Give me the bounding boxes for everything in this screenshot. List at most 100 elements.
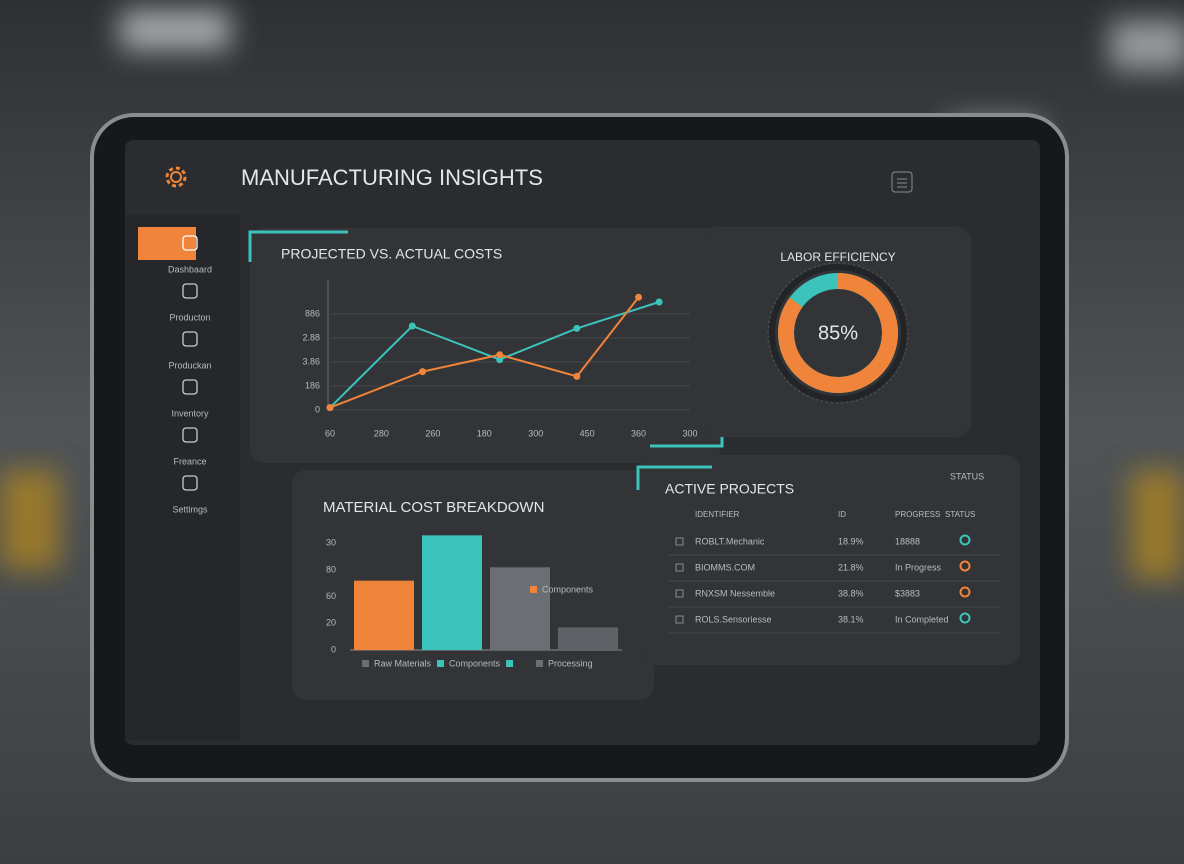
- background-lights: [0, 10, 1184, 580]
- table-cell: 38.8%: [838, 588, 864, 598]
- nav-icon: [182, 427, 198, 443]
- settings-icon[interactable]: [165, 166, 187, 188]
- x-tick-label: 360: [631, 428, 646, 438]
- nav-icon: [182, 331, 198, 347]
- point: [419, 368, 427, 376]
- status-indicator: [959, 586, 971, 598]
- y-tick-label: 80: [326, 564, 336, 574]
- table-cell: BIOMMS.COM: [695, 562, 755, 572]
- legend-label: Components: [542, 584, 594, 594]
- nav-item[interactable]: Settimgs: [172, 504, 208, 514]
- legend-label: Processing: [548, 658, 593, 668]
- status-indicator: [959, 534, 971, 546]
- bar: [490, 567, 550, 650]
- x-tick-label: 280: [374, 428, 389, 438]
- gauge-bg: [769, 264, 907, 402]
- chart-title: LABOR EFFICIENCY: [780, 250, 895, 264]
- nav-item[interactable]: Dashbaard: [168, 264, 212, 274]
- point: [573, 324, 581, 332]
- legend-swatch: [362, 660, 369, 667]
- y-tick-label: 886: [305, 308, 320, 318]
- table-header: IDENTIFIER: [695, 510, 740, 519]
- table-caption: STATUS: [950, 471, 984, 481]
- legend-swatch: [530, 586, 537, 593]
- nav-item[interactable]: Inventory: [171, 408, 209, 418]
- x-tick-label: 300: [682, 428, 697, 438]
- y-tick-label: 186: [305, 380, 320, 390]
- sidebar-items: Dashbaard Producton Produckan Inventory Frea…: [168, 235, 212, 514]
- status-indicator: [959, 560, 971, 572]
- y-tick-label: 30: [326, 538, 336, 548]
- table-title: ACTIVE PROJECTS: [665, 481, 794, 497]
- card-accent: [248, 230, 348, 262]
- legend-swatch: [437, 660, 445, 667]
- row-checkbox: [675, 589, 684, 598]
- y-tick-label: 0: [315, 404, 320, 414]
- point: [496, 351, 504, 359]
- x-tick-label: 300: [528, 428, 543, 438]
- table-cell: RNXSM Nessemble: [695, 588, 775, 598]
- row-checkbox: [675, 615, 684, 624]
- nav-icon: [182, 475, 198, 491]
- x-tick-label: 450: [580, 428, 595, 438]
- gauge-ring: [767, 262, 909, 404]
- y-tick-label: 2.88: [302, 332, 320, 342]
- chart-title: MATERIAL COST BREAKDOWN: [323, 499, 544, 516]
- card: [640, 455, 1020, 665]
- chart-title: PROJECTED VS. ACTUAL COSTS: [281, 246, 502, 262]
- gauge-value: [778, 273, 898, 393]
- y-tick-label: 3.86: [302, 356, 320, 366]
- point: [655, 298, 663, 306]
- point: [496, 356, 504, 364]
- legend-label: Components: [449, 658, 501, 668]
- y-tick-label: 0: [331, 644, 336, 654]
- card: [703, 227, 971, 437]
- legend-swatch: [506, 660, 514, 667]
- bar: [422, 535, 482, 650]
- table-cell: 18888: [895, 536, 920, 546]
- bar: [354, 580, 414, 650]
- y-tick-label: 20: [326, 618, 336, 628]
- x-tick-label: 180: [477, 428, 492, 438]
- menu-button[interactable]: [891, 171, 913, 193]
- table-cell: $3883: [895, 588, 920, 598]
- legend-label: Raw Materials: [374, 658, 432, 668]
- sidebar: [125, 215, 240, 740]
- x-tick-label: 260: [425, 428, 440, 438]
- table-header: STATUS: [945, 510, 975, 519]
- y-tick-label: 60: [326, 591, 336, 601]
- point: [408, 322, 416, 330]
- nav-icon: [182, 283, 198, 299]
- bar: [558, 627, 618, 650]
- legend-swatch: [536, 660, 544, 667]
- table-cell: ROLS.Sensoriesse: [695, 614, 772, 624]
- table-cell: ROBLT.Mechanic: [695, 536, 765, 546]
- nav-icon: [182, 379, 198, 395]
- table-cell: In Completed: [895, 614, 949, 624]
- active-nav: [138, 227, 196, 260]
- row-checkbox: [675, 563, 684, 572]
- x-tick-label: 60: [325, 428, 335, 438]
- nav-item[interactable]: Produckan: [168, 360, 211, 370]
- nav-item[interactable]: Producton: [169, 312, 210, 322]
- nav-icon: [182, 235, 198, 251]
- table-cell: In Progress: [895, 562, 942, 572]
- row-checkbox: [675, 537, 684, 546]
- card-accent: [636, 465, 712, 490]
- point: [635, 293, 643, 301]
- status-indicator: [959, 612, 971, 624]
- nav-item[interactable]: Freance: [173, 456, 206, 466]
- table-cell: 21.8%: [838, 562, 864, 572]
- gauge-label: 85%: [818, 322, 858, 344]
- app-title: MANUFACTURING INSIGHTS: [241, 165, 543, 190]
- table-cell: 18.9%: [838, 536, 864, 546]
- table-cell: 38.1%: [838, 614, 864, 624]
- point: [573, 372, 581, 380]
- table-header: ID: [838, 510, 846, 519]
- point: [326, 404, 334, 412]
- table-header: PROGRESS: [895, 510, 940, 519]
- card: [250, 228, 720, 463]
